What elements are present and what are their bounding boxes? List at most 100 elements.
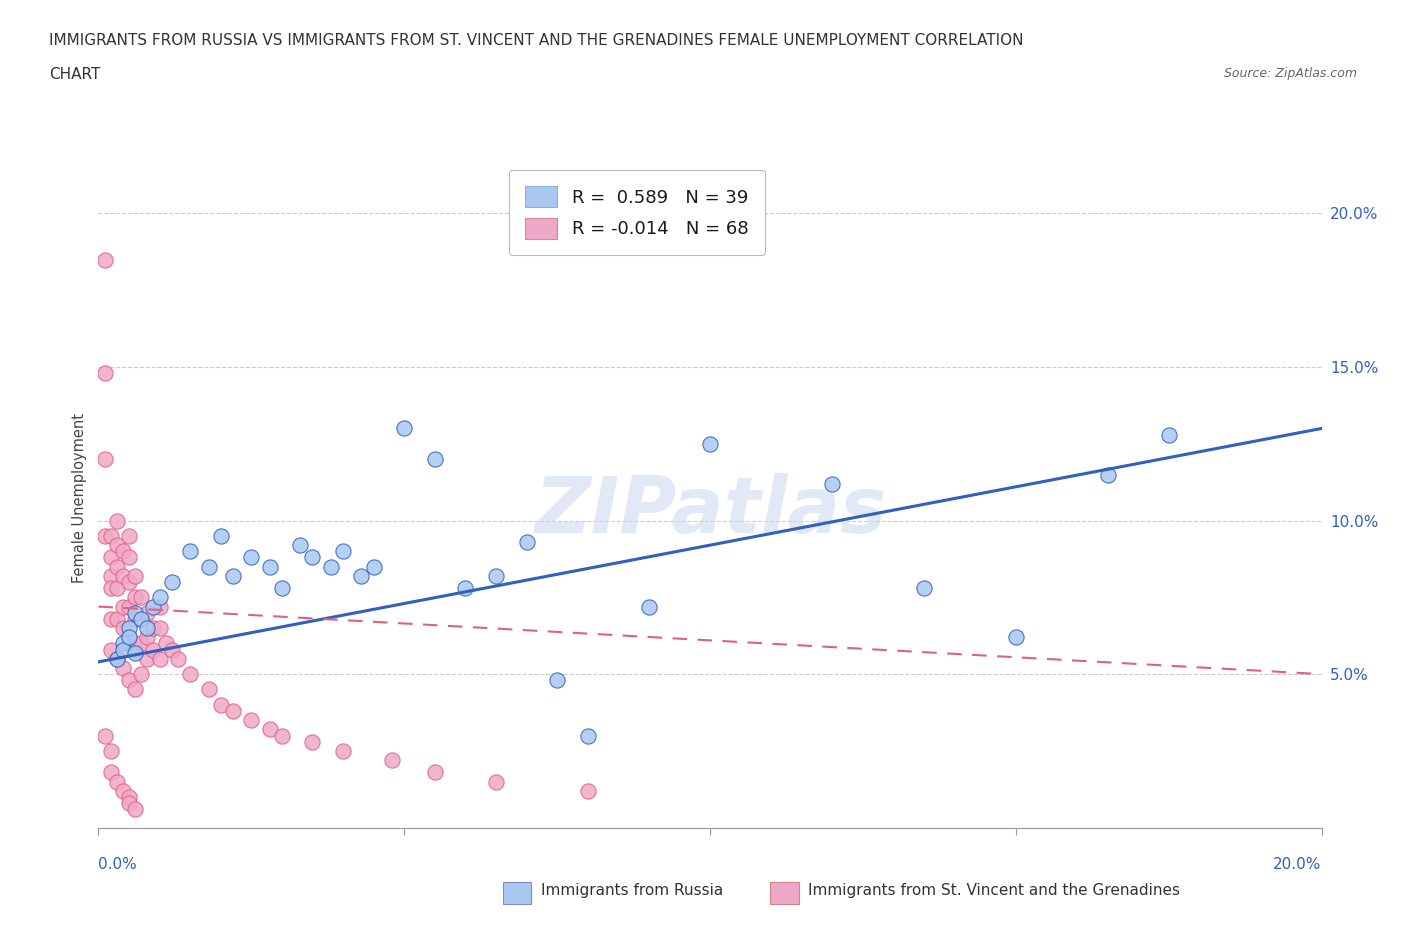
Point (136, 651, 159, 666)
Point (1157, 427, 1180, 442)
Point (912, 580, 935, 595)
FancyBboxPatch shape (770, 882, 799, 904)
Point (209, 528, 232, 543)
Point (142, 620, 165, 635)
Point (222, 704, 245, 719)
Point (93, 528, 115, 543)
Point (454, 580, 477, 595)
Point (118, 796, 141, 811)
Point (105, 538, 128, 552)
Text: Immigrants from Russia: Immigrants from Russia (541, 884, 724, 898)
Point (105, 651, 128, 666)
Point (142, 599, 165, 614)
Point (100, 743, 122, 758)
Point (124, 802, 146, 817)
Point (118, 630, 141, 644)
Point (129, 667, 152, 682)
Point (197, 559, 219, 574)
Point (100, 580, 122, 595)
Point (1004, 630, 1026, 644)
Point (363, 559, 385, 574)
Y-axis label: Female Unemployment: Female Unemployment (72, 413, 87, 582)
Point (699, 436, 721, 451)
Point (332, 544, 354, 559)
Text: ZIPatlas: ZIPatlas (534, 472, 886, 549)
Point (209, 698, 232, 712)
Point (259, 559, 281, 574)
Point (118, 672, 141, 687)
Point (93, 365, 115, 380)
Point (118, 630, 141, 644)
Point (124, 568, 146, 583)
Point (301, 550, 323, 565)
Point (124, 605, 146, 620)
Point (124, 642, 146, 657)
Point (576, 728, 599, 743)
Point (105, 774, 128, 789)
Text: CHART: CHART (49, 67, 101, 82)
Point (105, 611, 128, 626)
Point (149, 599, 172, 614)
Point (546, 672, 568, 687)
Point (160, 642, 183, 657)
Text: Source: ZipAtlas.com: Source: ZipAtlas.com (1223, 67, 1357, 80)
Point (155, 636, 177, 651)
Point (124, 682, 146, 697)
Point (290, 538, 312, 552)
Point (149, 651, 172, 666)
Text: IMMIGRANTS FROM RUSSIA VS IMMIGRANTS FROM ST. VINCENT AND THE GRENADINES FEMALE : IMMIGRANTS FROM RUSSIA VS IMMIGRANTS FRO… (49, 33, 1024, 47)
Point (516, 535, 538, 550)
Legend: R =  0.589   N = 39, R = -0.014   N = 68: R = 0.589 N = 39, R = -0.014 N = 68 (509, 170, 765, 255)
Text: 20.0%: 20.0% (1274, 857, 1322, 872)
Point (118, 528, 141, 543)
Point (100, 568, 122, 583)
Point (301, 735, 323, 750)
Point (270, 580, 292, 595)
Point (149, 620, 172, 635)
Point (129, 636, 152, 651)
Point (167, 651, 190, 666)
Point (332, 743, 354, 758)
Point (319, 559, 342, 574)
Point (179, 544, 201, 559)
Point (105, 513, 128, 528)
Point (270, 728, 292, 743)
Point (392, 421, 416, 436)
Point (93, 252, 115, 267)
Point (111, 783, 134, 798)
Point (93, 728, 115, 743)
Point (100, 611, 122, 626)
Point (485, 568, 508, 583)
Point (142, 642, 165, 657)
Point (111, 636, 134, 651)
Point (100, 550, 122, 565)
Point (105, 580, 128, 595)
Point (100, 528, 122, 543)
Point (129, 611, 152, 626)
Point (100, 765, 122, 780)
Point (179, 667, 201, 682)
Point (129, 611, 152, 626)
Point (111, 642, 134, 657)
Point (423, 452, 446, 467)
Point (222, 568, 245, 583)
Point (240, 550, 263, 565)
Point (93, 452, 115, 467)
Point (118, 599, 141, 614)
Point (124, 611, 146, 626)
Point (1097, 467, 1119, 482)
Point (637, 599, 661, 614)
Point (136, 620, 159, 635)
Point (124, 645, 146, 660)
Point (118, 620, 141, 635)
Point (381, 752, 404, 767)
Point (821, 476, 844, 491)
Point (350, 568, 373, 583)
Point (105, 651, 128, 666)
Point (111, 568, 134, 583)
Point (118, 575, 141, 590)
Point (105, 559, 128, 574)
Point (118, 550, 141, 565)
Point (111, 599, 134, 614)
Point (240, 712, 263, 727)
